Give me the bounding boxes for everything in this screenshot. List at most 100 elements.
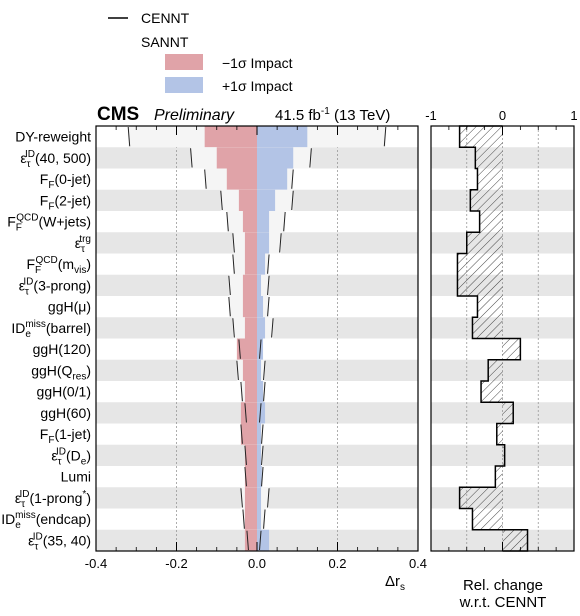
sannt-plus-bar xyxy=(257,126,308,148)
label-eps-tau-id-1prong: ετID(1-prong*) xyxy=(15,489,91,510)
label-segment: F xyxy=(48,201,54,212)
cennt-low-edge xyxy=(220,190,223,211)
sannt-plus-bar xyxy=(257,466,262,488)
label-ggh-mu: ggH(μ) xyxy=(48,299,91,315)
label-segment: τ xyxy=(21,499,25,510)
label-segment: F xyxy=(48,435,54,446)
cennt-high-edge xyxy=(261,445,264,466)
sannt-plus-bar xyxy=(257,381,264,403)
ratio-bar xyxy=(477,296,503,318)
sannt-minus-bar xyxy=(238,189,257,211)
sannt-plus-bar xyxy=(257,444,262,466)
label-segment: ) xyxy=(86,256,91,272)
sannt-plus-bar xyxy=(257,147,294,169)
label-segment: (2-jet) xyxy=(54,192,91,208)
cennt-low-edge xyxy=(240,488,243,508)
ratio-xtick-label: -1 xyxy=(425,108,437,123)
energy-label: (13 TeV) xyxy=(330,107,391,124)
label-segment: (barrel) xyxy=(46,320,91,336)
sannt-plus-bar xyxy=(257,423,262,445)
label-ggh-01: ggH(0/1) xyxy=(37,384,91,400)
cennt-high-edge xyxy=(263,360,266,381)
label-segment: ggH(0/1) xyxy=(37,384,91,400)
cennt-low-edge xyxy=(238,339,241,359)
label-segment: e xyxy=(15,520,21,531)
header: CMS Preliminary 41.5 fb-1 (13 TeV) xyxy=(97,104,390,125)
ratio-xtick-label: 1 xyxy=(570,108,577,123)
cennt-low-edge xyxy=(240,424,243,444)
sannt-minus-bar xyxy=(242,211,257,233)
label-segment: ID xyxy=(11,320,25,336)
label-segment: (D xyxy=(66,447,81,463)
label-segment: * xyxy=(82,489,86,500)
cennt-low-edge xyxy=(242,509,245,529)
label-segment: (W+jets) xyxy=(39,214,92,230)
main-xlabel: Δrs xyxy=(385,573,405,593)
label-eps-tau-id-3prong: ετID(3-prong) xyxy=(19,276,91,297)
label-segment: ) xyxy=(86,490,91,506)
lumi-label: 41.5 fb-1 (13 TeV) xyxy=(275,106,390,124)
label-segment: F xyxy=(40,192,49,208)
label-segment: (35, 40) xyxy=(43,532,91,548)
label-id-e-miss-barrel: IDemiss(barrel) xyxy=(11,319,91,340)
ratio-bar xyxy=(457,253,503,275)
sannt-minus-bar xyxy=(226,168,257,190)
cennt-low-edge xyxy=(228,275,231,296)
label-segment: ) xyxy=(86,362,91,378)
label-ggh-qres: ggH(Qres) xyxy=(31,362,91,382)
cennt-high-edge xyxy=(263,381,266,402)
sannt-plus-bar xyxy=(257,508,262,530)
experiment-label: CMS xyxy=(97,104,139,125)
sannt-minus-bar xyxy=(242,274,257,296)
label-segment: miss xyxy=(15,510,36,521)
ratio-step-outline xyxy=(456,125,529,552)
lumi-exponent: -1 xyxy=(321,106,330,117)
label-ff-2jet: FF(2-jet) xyxy=(40,192,91,212)
label-segment: ID xyxy=(20,489,30,500)
cennt-low-edge xyxy=(232,318,235,338)
label-segment: ID xyxy=(33,531,43,542)
legend-plus: +1σ Impact xyxy=(222,78,293,94)
legend-plus-swatch xyxy=(165,77,203,93)
ratio-bar xyxy=(475,147,503,169)
legend-cennt: CENNT xyxy=(141,10,190,26)
label-segment: ID xyxy=(25,149,35,160)
label-segment: F xyxy=(40,426,49,442)
cennt-low-edge xyxy=(232,254,235,274)
ratio-bar xyxy=(466,232,503,254)
ratio-bar xyxy=(470,189,503,211)
cennt-high-edge xyxy=(259,530,262,551)
label-segment: ggH(μ) xyxy=(48,299,91,315)
legend-minus: −1σ Impact xyxy=(222,55,293,71)
cennt-low-edge xyxy=(244,445,247,466)
label-ff-qcd-wjets: FFQCD(W+jets) xyxy=(7,213,91,234)
main-xtick-label: 0.4 xyxy=(409,556,427,571)
label-segment: Lumi xyxy=(61,469,91,485)
cennt-high-edge xyxy=(261,466,264,487)
cennt-low-edge xyxy=(127,126,131,147)
main-xtick-label: 0.2 xyxy=(328,556,346,571)
label-segment: res xyxy=(72,371,86,382)
cennt-high-edge xyxy=(263,509,266,529)
sannt-minus-bar xyxy=(244,487,257,509)
main-xtick-label: -0.2 xyxy=(165,556,187,571)
cennt-high-edge xyxy=(309,148,312,168)
sannt-plus-bar xyxy=(257,296,264,318)
ratio-bar xyxy=(502,529,528,551)
cennt-high-edge xyxy=(291,190,294,211)
sannt-plus-bar xyxy=(257,487,262,509)
cennt-high-edge xyxy=(267,254,270,274)
label-segment: ) xyxy=(86,447,91,463)
ratio-bar xyxy=(502,402,514,424)
ratio-bar xyxy=(479,211,503,233)
label-segment: (1-jet) xyxy=(54,426,91,442)
label-id-e-miss-endcap: IDemiss(endcap) xyxy=(1,510,91,531)
sannt-plus-bar xyxy=(257,317,266,339)
status-label: Preliminary xyxy=(154,107,235,124)
sannt-plus-bar xyxy=(257,232,270,254)
cennt-low-edge xyxy=(228,296,231,317)
ratio-panel: -1 0 1 xyxy=(425,108,578,552)
ratio-xlabel: Rel. change xyxy=(463,577,543,594)
label-ggh-120: ggH(120) xyxy=(33,341,91,357)
